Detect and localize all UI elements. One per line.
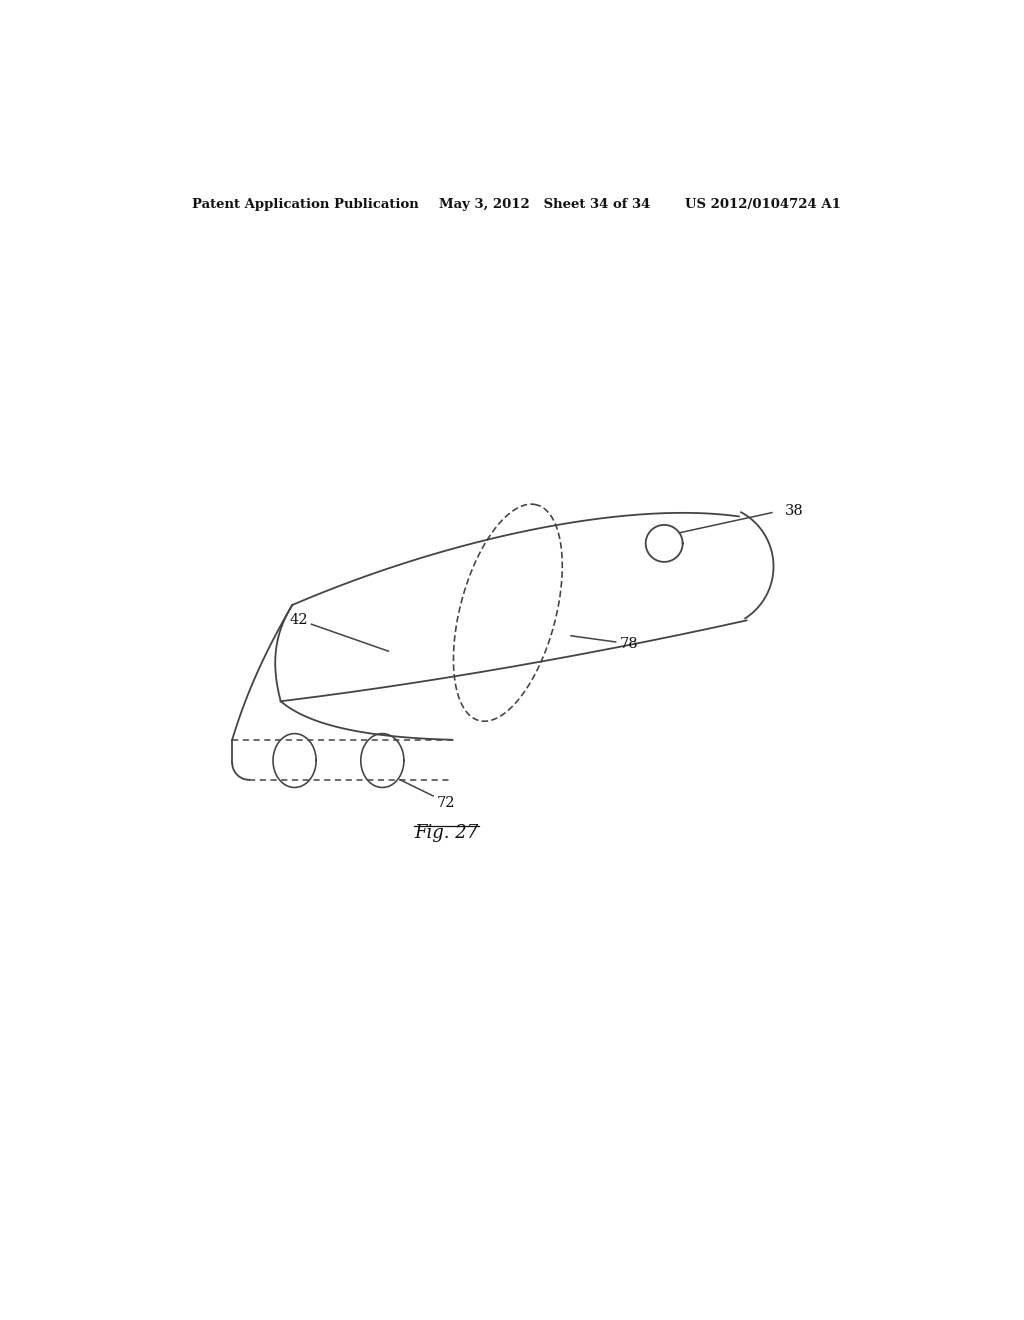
Text: 78: 78 xyxy=(620,636,638,651)
Text: Fig. 27: Fig. 27 xyxy=(414,825,478,842)
Text: Patent Application Publication: Patent Application Publication xyxy=(193,198,419,211)
Text: US 2012/0104724 A1: US 2012/0104724 A1 xyxy=(685,198,841,211)
Text: May 3, 2012   Sheet 34 of 34: May 3, 2012 Sheet 34 of 34 xyxy=(438,198,650,211)
Text: 72: 72 xyxy=(437,796,456,810)
Text: 42: 42 xyxy=(289,614,307,627)
Text: 38: 38 xyxy=(785,504,804,517)
